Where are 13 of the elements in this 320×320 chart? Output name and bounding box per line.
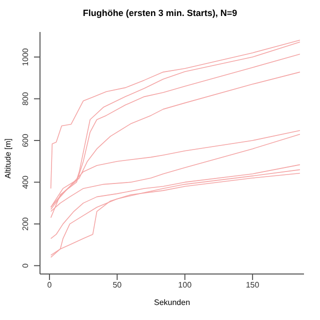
y-tick-label: 200 [21,216,30,231]
y-tick-label: 400 [21,174,30,189]
y-tick-label: 0 [21,262,30,268]
x-tick-label: 100 [178,280,192,290]
x-tick-label: 150 [246,280,260,290]
y-tick-label: 1000 [21,48,30,66]
x-axis-title: Sekunden [152,298,192,307]
y-tick-label: 800 [21,92,30,106]
y-tick-label: 600 [21,133,30,148]
chart-title: Flughöhe (ersten 3 min. Starts), N=9 [82,8,238,18]
x-tick-label: 0 [47,280,52,290]
x-tick-label: 50 [112,280,122,290]
y-axis-title: Altitude [m] [4,138,12,181]
